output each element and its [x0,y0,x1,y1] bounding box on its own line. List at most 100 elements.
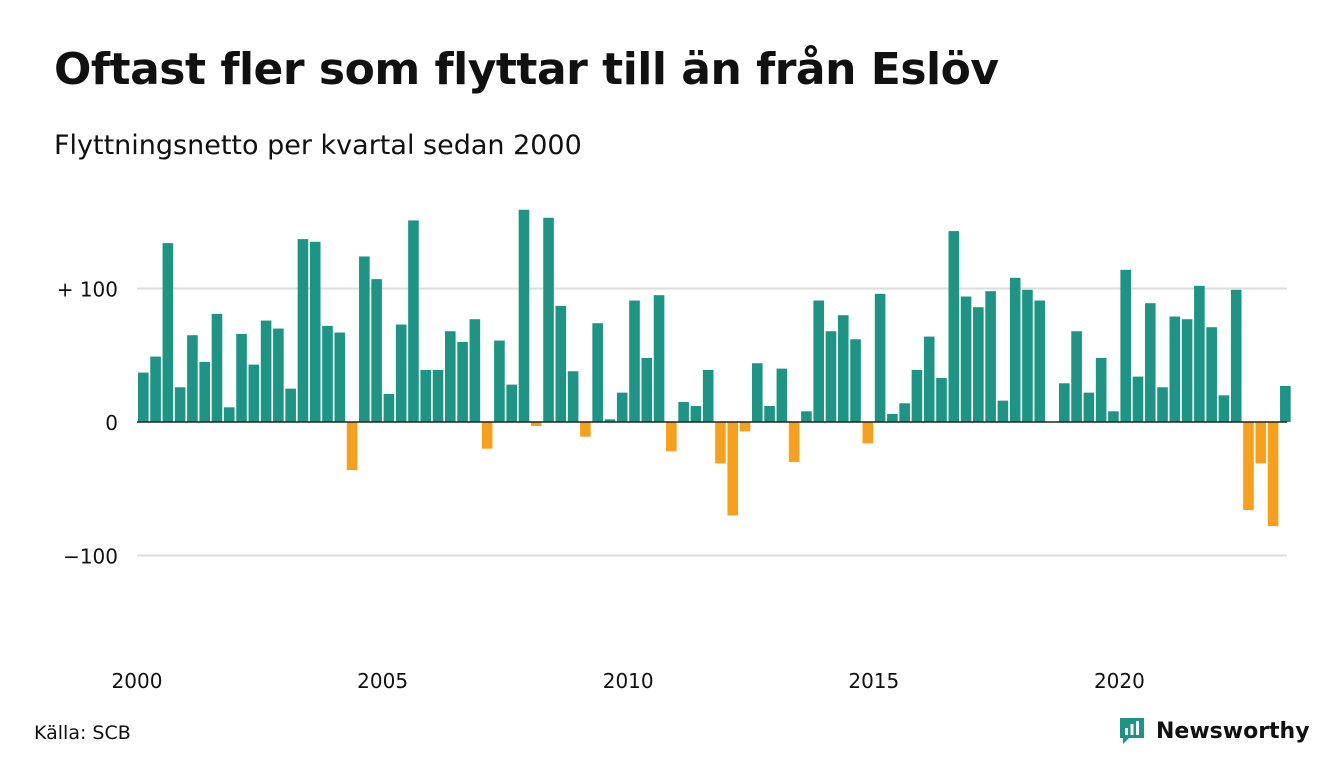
bar-2006-q2 [445,331,456,422]
bar-2002-q2 [248,364,260,422]
bar-2011-q1 [678,401,689,422]
x-tick-label: 2020 [1094,669,1145,693]
bar-2002-q3 [260,320,272,422]
bar-2016-q2 [936,377,947,422]
bar-2012-q1 [727,422,739,516]
brand-name: Newsworthy [1156,718,1310,744]
y-tick-label: + 100 [57,278,118,302]
bar-2003-q2 [297,239,309,422]
bar-2012-q2 [739,422,751,432]
bar-2000-q3 [162,243,174,422]
bar-2009-q2 [592,323,603,422]
bar-2019-q3 [1095,357,1107,422]
bar-2016-q4 [960,296,972,422]
bar-2000-q4 [174,387,186,422]
bar-2000-q1 [138,372,149,422]
x-tick-label: 2000 [112,669,163,693]
bar-2001-q4 [223,407,235,422]
bar-2004-q2 [346,422,358,471]
source-label: Källa: SCB [34,722,131,744]
bar-2007-q3 [506,384,517,422]
bar-2001-q1 [187,335,198,422]
bar-2013-q4 [813,300,824,422]
bar-2021-q4 [1206,327,1217,422]
bar-2014-q3 [850,339,861,422]
bar-2008-q2 [543,217,554,422]
bar-2020-q2 [1132,376,1144,422]
bar-2022-q2 [1230,289,1242,422]
bar-2010-q3 [653,295,665,422]
bar-2020-q4 [1157,387,1168,422]
bar-2022-q4 [1255,422,1267,464]
bar-2017-q4 [1009,277,1021,422]
bar-2005-q4 [420,369,432,422]
bar-2009-q1 [580,422,591,437]
bar-2012-q3 [752,363,763,422]
bar-2015-q2 [887,413,898,422]
bar-2003-q1 [285,388,296,422]
bar-2002-q4 [273,328,284,422]
bar-2012-q4 [764,405,775,422]
bar-2013-q1 [776,368,788,422]
bar-2018-q2 [1034,300,1046,422]
y-tick-label: −100 [63,545,118,569]
bar-2014-q1 [825,331,837,422]
bar-2010-q4 [666,422,677,452]
bar-2017-q3 [997,400,1009,422]
bar-2009-q4 [616,392,628,422]
bar-2009-q3 [604,419,616,422]
bar-2017-q1 [973,307,984,422]
chart-title: Oftast fler som flyttar till än från Esl… [54,44,999,95]
bar-2005-q3 [408,220,419,422]
bar-2017-q2 [985,291,996,422]
bar-chart: + 100 0 −100 2000 2005 2010 2015 2020 [57,209,1291,693]
bar-2003-q3 [309,241,321,422]
y-tick-label: 0 [105,411,118,435]
bar-2021-q3 [1194,285,1205,422]
bar-2008-q4 [567,371,579,422]
bar-2008-q3 [555,305,567,422]
bar-2018-q4 [1059,383,1070,422]
bar-2021-q2 [1181,319,1193,422]
x-tick-label: 2010 [603,669,654,693]
bar-2021-q1 [1169,316,1181,422]
bar-2015-q3 [899,403,910,422]
bar-2016-q3 [948,231,960,422]
bar-2011-q3 [702,369,714,422]
bar-2011-q2 [690,405,702,422]
chart-subtitle: Flyttningsnetto per kvartal sedan 2000 [54,130,582,161]
bar-2022-q3 [1243,422,1254,511]
bar-2005-q1 [383,393,395,422]
bar-2015-q1 [874,293,886,422]
bar-2002-q1 [236,333,247,422]
bar-2019-q2 [1083,392,1095,422]
bar-2004-q4 [371,279,382,422]
bar-2023-q2 [1280,385,1291,422]
bar-2010-q2 [641,357,653,422]
bar-2019-q1 [1071,331,1082,422]
bar-2020-q1 [1120,269,1131,422]
x-tick-label: 2005 [357,669,408,693]
bar-2006-q3 [457,341,468,422]
bar-2004-q1 [334,332,346,422]
bar-2016-q1 [923,336,935,422]
bar-2004-q3 [359,256,370,422]
newsworthy-logo-icon [1120,718,1144,744]
x-tick-label: 2015 [848,669,899,693]
bar-2008-q1 [530,422,542,427]
bar-2013-q3 [801,411,812,422]
bar-2015-q4 [911,369,923,422]
bar-2007-q2 [494,340,505,422]
bar-2011-q4 [715,422,726,464]
bar-2007-q1 [481,422,493,449]
bar-2010-q1 [629,300,640,422]
bar-2000-q2 [150,356,161,422]
bar-2013-q2 [788,422,800,463]
bar-2014-q2 [837,315,849,422]
bar-2019-q4 [1108,411,1119,422]
bar-2014-q4 [862,422,874,444]
bar-2022-q1 [1218,395,1230,422]
bar-2007-q4 [518,209,530,422]
brand: Newsworthy [1118,716,1310,746]
bar-2020-q3 [1144,303,1156,422]
